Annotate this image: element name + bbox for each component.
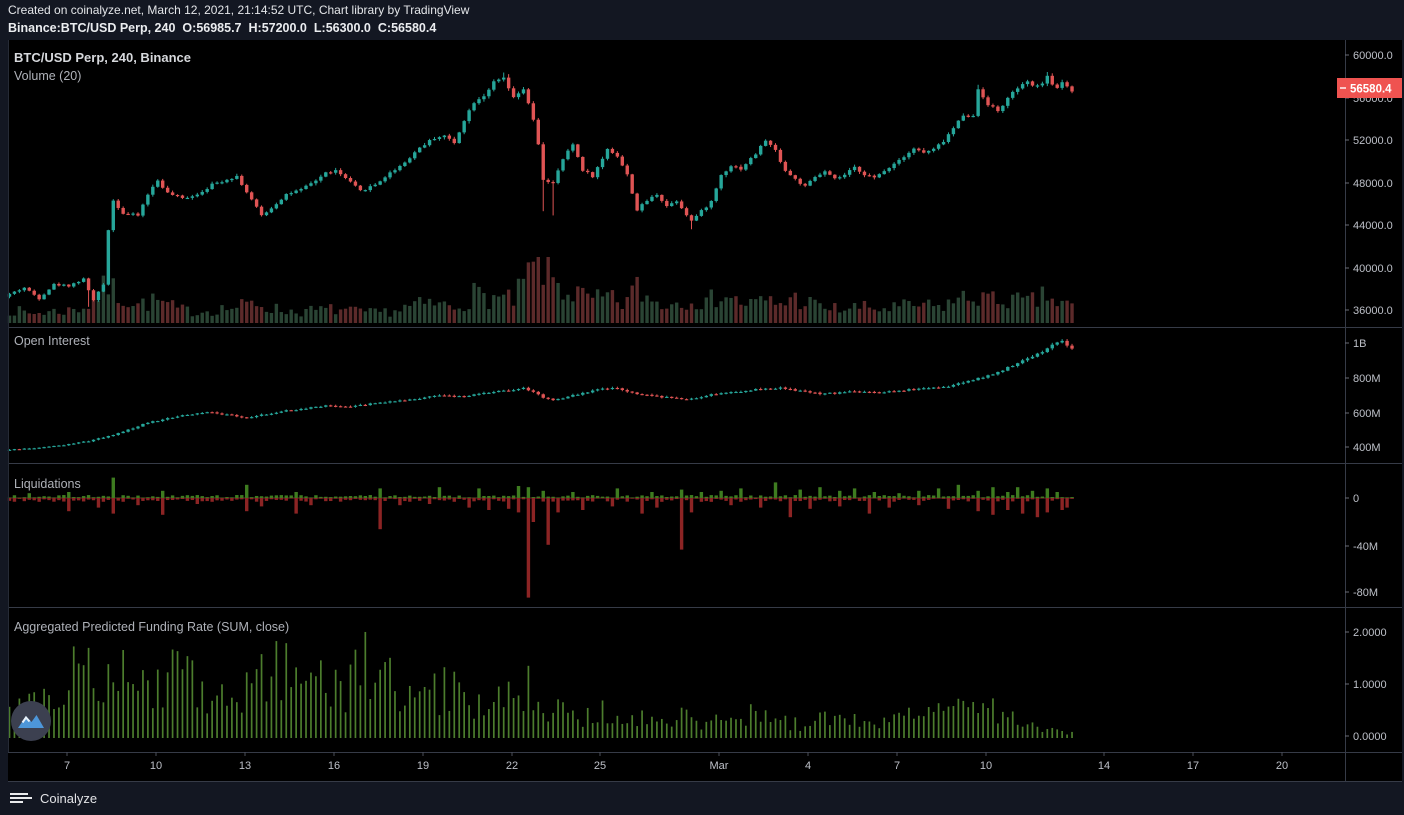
svg-text:14: 14 — [1098, 760, 1110, 772]
volume-indicator-label: Volume (20) — [14, 69, 82, 83]
chart-background — [8, 40, 1402, 782]
svg-text:25: 25 — [594, 760, 606, 772]
svg-text:0.0000: 0.0000 — [1353, 731, 1387, 743]
symbol-ohlc-line: Binance:BTC/USD Perp, 240 O:56985.7 H:5720… — [8, 20, 1404, 36]
open-label: O: — [182, 21, 197, 35]
svg-text:600M: 600M — [1353, 408, 1381, 420]
liquidations-series — [7, 477, 1075, 598]
coinalyze-watermark-logo — [10, 700, 52, 742]
time-scale-labels: 7 10 13 16 19 22 25 Mar 4 7 10 14 17 20 — [64, 752, 1288, 772]
time-scale[interactable] — [8, 752, 1345, 782]
svg-text:400M: 400M — [1353, 442, 1381, 454]
price-pane-title: BTC/USD Perp, 240, Binance Volume (20) — [14, 49, 191, 85]
coinalyze-mountain-icon — [11, 701, 51, 741]
svg-text:56580.4: 56580.4 — [1350, 84, 1392, 96]
low-value: 56300.0 — [325, 21, 371, 35]
last-price-tag: 56580.4 — [1337, 78, 1402, 98]
chart-area[interactable]: 60000.0 56000.0 52000.0 48000.0 44000.0 40000… — [0, 40, 1404, 782]
svg-text:1.0000: 1.0000 — [1353, 679, 1387, 691]
liquidations-pane[interactable] — [8, 463, 1345, 607]
low-label: L: — [313, 21, 326, 35]
svg-text:7: 7 — [894, 760, 900, 772]
price-pane[interactable] — [8, 40, 1345, 327]
svg-text:7: 7 — [64, 760, 70, 772]
symbol-text: Binance:BTC/USD Perp, 240 — [8, 21, 176, 35]
footer-bar: Coinalyze — [0, 782, 1404, 815]
price-scale-labels: 60000.056000.052000.048000.044000.040000… — [1345, 50, 1393, 743]
svg-text:20: 20 — [1276, 760, 1288, 772]
svg-text:40000.0: 40000.0 — [1353, 263, 1393, 275]
svg-text:1B: 1B — [1353, 338, 1366, 350]
coinalyze-lines-logo-icon — [10, 792, 33, 806]
svg-text:2.0000: 2.0000 — [1353, 627, 1387, 639]
svg-text:48000.0: 48000.0 — [1353, 178, 1393, 190]
svg-text:10: 10 — [980, 760, 992, 772]
close-label: C: — [377, 21, 392, 35]
open-interest-pane-title: Open Interest — [14, 334, 90, 348]
created-on-line: Created on coinalyze.net, March 12, 2021… — [8, 3, 470, 17]
open-value: 56985.7 — [196, 21, 242, 35]
price-candles-series — [7, 72, 1074, 307]
open-interest-pane[interactable] — [8, 327, 1345, 463]
svg-text:13: 13 — [239, 760, 251, 772]
svg-text:17: 17 — [1187, 760, 1199, 772]
svg-text:10: 10 — [150, 760, 162, 772]
high-value: 57200.0 — [261, 21, 307, 35]
svg-text:19: 19 — [417, 760, 429, 772]
volume-series — [7, 257, 1074, 323]
export-header: Created on coinalyze.net, March 12, 2021… — [0, 0, 1404, 40]
svg-text:52000.0: 52000.0 — [1353, 135, 1393, 147]
funding-rate-pane-title: Aggregated Predicted Funding Rate (SUM, … — [14, 620, 290, 634]
svg-text:-40M: -40M — [1353, 541, 1378, 553]
close-value: 56580.4 — [391, 21, 437, 35]
svg-text:800M: 800M — [1353, 373, 1381, 385]
svg-text:22: 22 — [506, 760, 518, 772]
open-interest-series — [7, 339, 1074, 451]
high-label: H: — [248, 21, 262, 35]
svg-text:36000.0: 36000.0 — [1353, 305, 1393, 317]
svg-text:60000.0: 60000.0 — [1353, 50, 1393, 62]
svg-text:Mar: Mar — [710, 760, 729, 772]
svg-text:44000.0: 44000.0 — [1353, 220, 1393, 232]
footer-brand: Coinalyze — [40, 791, 98, 806]
pane-borders — [8, 40, 1402, 782]
liquidations-pane-title: Liquidations — [14, 477, 81, 491]
svg-text:4: 4 — [805, 760, 811, 772]
svg-text:16: 16 — [328, 760, 340, 772]
svg-text:-80M: -80M — [1353, 587, 1378, 599]
chart-canvas[interactable]: 60000.056000.052000.048000.044000.040000… — [0, 40, 1404, 782]
svg-text:0: 0 — [1353, 493, 1359, 505]
price-pane-symbol-title: BTC/USD Perp, 240, Binance — [14, 50, 191, 65]
